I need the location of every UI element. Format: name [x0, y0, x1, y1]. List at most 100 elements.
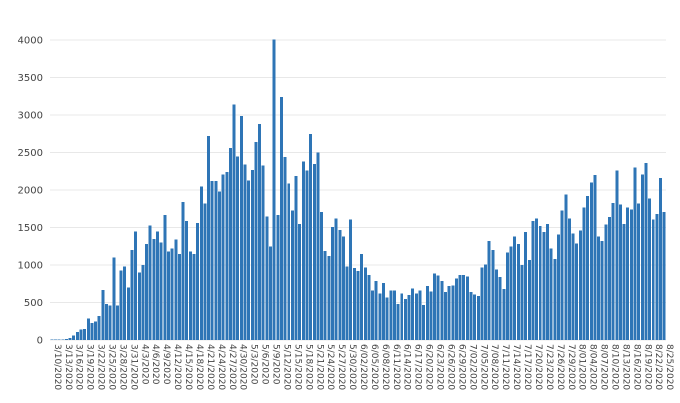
bar [134, 231, 138, 340]
bar [484, 264, 488, 340]
bar [648, 198, 652, 340]
bar [75, 331, 79, 340]
bar [269, 246, 273, 340]
bar [458, 274, 462, 340]
bar [196, 223, 200, 340]
bar [447, 286, 451, 340]
bar [378, 293, 382, 340]
x-tick-label: 6/14/2020 [402, 344, 412, 390]
bar [575, 243, 579, 340]
bar [279, 97, 283, 340]
x-tick-label: 6/20/2020 [424, 344, 434, 390]
x-tick-label: 7/26/2020 [555, 344, 565, 390]
bar [170, 248, 174, 340]
bar [341, 236, 345, 340]
x-tick-label: 5/3/2020 [249, 344, 259, 385]
bar [287, 183, 291, 340]
bar [352, 268, 356, 340]
x-tick-label: 8/25/2020 [664, 344, 674, 390]
bar [618, 204, 622, 340]
bar [473, 294, 477, 340]
bar [320, 211, 324, 340]
bar [105, 304, 108, 340]
bar [50, 339, 54, 340]
bar [112, 257, 116, 340]
bar [604, 224, 608, 340]
bar [166, 251, 170, 340]
bar [250, 169, 254, 340]
x-tick-label: 8/19/2020 [642, 344, 652, 390]
x-tick-label: 3/16/2020 [74, 344, 84, 390]
x-tick-label: 3/25/2020 [107, 344, 117, 390]
bar [586, 196, 590, 340]
bar [323, 250, 327, 340]
y-tick-label: 2000 [18, 186, 43, 197]
bar [407, 295, 411, 340]
y-tick-label: 500 [24, 298, 43, 309]
x-tick-label: 7/11/2020 [500, 344, 510, 390]
bar [327, 256, 331, 340]
bar [567, 218, 571, 340]
x-tick-label: 4/30/2020 [238, 344, 248, 390]
bar [159, 242, 163, 340]
bar [443, 292, 447, 340]
bar [163, 214, 167, 340]
bar [396, 304, 400, 340]
x-tick-label: 7/05/2020 [478, 344, 488, 390]
bar [123, 266, 127, 340]
bar [254, 142, 258, 340]
x-tick-label: 7/14/2020 [511, 344, 521, 390]
bar [564, 194, 568, 340]
x-tick-label: 3/19/2020 [85, 344, 95, 390]
bar [535, 218, 539, 340]
bar [156, 231, 160, 340]
bar [549, 248, 553, 340]
bar [651, 219, 655, 340]
bar [509, 246, 513, 340]
bar [662, 211, 666, 340]
bar [582, 207, 586, 340]
bar [578, 230, 582, 340]
x-tick-label: 5/18/2020 [303, 344, 313, 390]
x-tick-label: 7/29/2020 [566, 344, 576, 390]
x-tick-label: 3/13/2020 [63, 344, 73, 390]
bar [181, 202, 185, 340]
x-tick-label: 7/08/2020 [489, 344, 499, 390]
bar [298, 223, 302, 340]
bar [633, 167, 637, 340]
bar [640, 174, 644, 340]
bar [218, 191, 221, 340]
bar [414, 293, 418, 340]
bar [101, 289, 105, 340]
bar [436, 275, 440, 340]
y-tick-label: 2500 [18, 148, 43, 159]
bar [130, 250, 134, 340]
bar [363, 267, 367, 340]
bar [312, 163, 316, 340]
bar [360, 253, 364, 340]
bar [498, 277, 502, 340]
x-tick-label: 5/12/2020 [281, 344, 291, 390]
x-tick-label: 6/26/2020 [445, 344, 455, 390]
x-tick-label: 6/29/2020 [456, 344, 466, 390]
x-tick-label: 8/01/2020 [577, 344, 587, 390]
bar [261, 165, 265, 340]
bar [119, 270, 123, 340]
bar [400, 293, 404, 340]
bar [64, 338, 68, 341]
bar [239, 115, 243, 340]
bar [236, 156, 240, 340]
bar [505, 252, 509, 340]
bar [232, 104, 236, 340]
bar [141, 265, 145, 340]
bar [68, 338, 72, 341]
bar [626, 207, 630, 340]
bar [152, 238, 156, 340]
bar [309, 133, 313, 340]
bar [225, 172, 229, 340]
bar [629, 209, 633, 340]
bar [433, 273, 437, 340]
bar [338, 229, 342, 340]
bar [334, 218, 338, 340]
